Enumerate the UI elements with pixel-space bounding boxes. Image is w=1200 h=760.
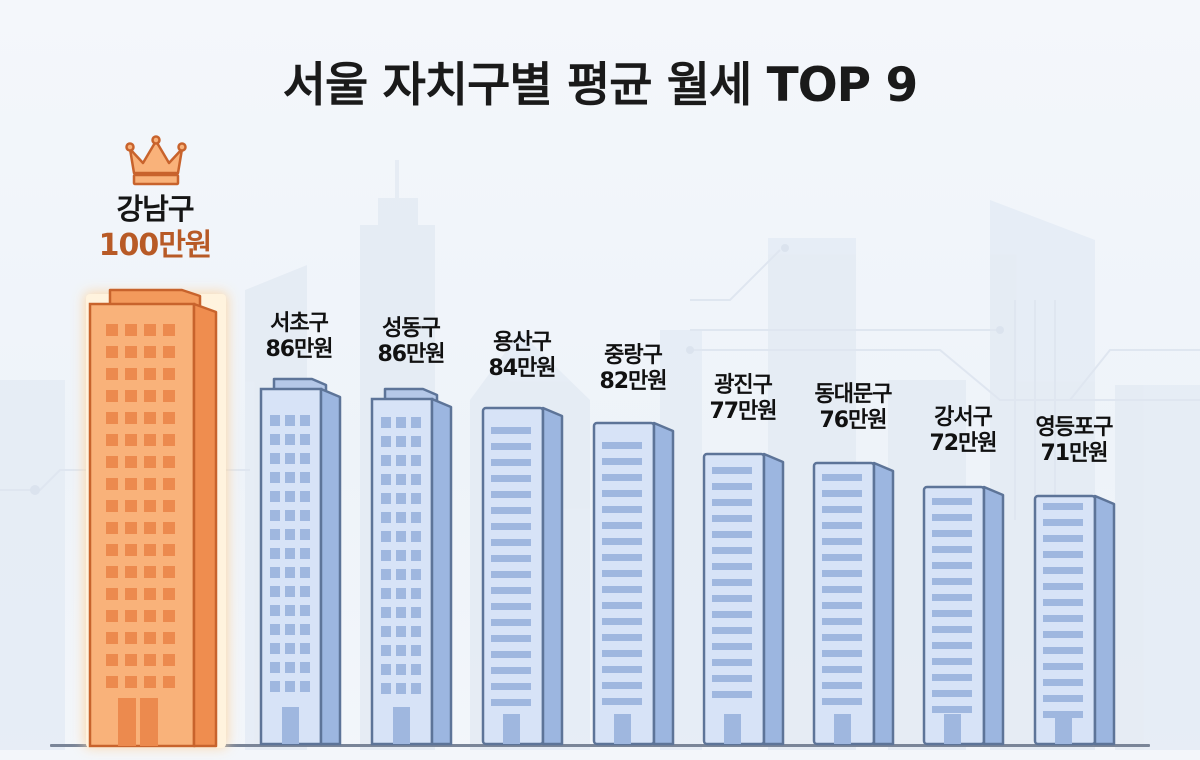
bar-label: 동대문구 76만원	[773, 382, 933, 434]
district-name: 서초구	[270, 311, 329, 336]
district-name: 동대문구	[814, 382, 893, 407]
district-name: 중랑구	[604, 343, 663, 368]
chart-title: 서울 자치구별 평균 월세 TOP 9	[282, 58, 918, 113]
building-bar	[812, 461, 895, 746]
rent-value: 71만원	[1040, 440, 1108, 466]
bar-label: 서초구 86만원	[219, 311, 379, 363]
rent-value: 72만원	[929, 430, 997, 456]
bar-label: 광진구 77만원	[663, 373, 823, 425]
rent-value: 86만원	[265, 336, 333, 362]
rent-value: 76만원	[819, 407, 887, 433]
rent-value: 100만원	[98, 228, 213, 264]
building-bar	[702, 452, 785, 746]
bar-label: 성동구 86만원	[331, 316, 491, 368]
building-bar	[1033, 494, 1116, 746]
rent-value: 86만원	[377, 341, 445, 367]
building-bar	[370, 387, 453, 746]
district-name: 용산구	[493, 330, 552, 355]
rent-value: 82만원	[599, 368, 667, 394]
district-name: 강서구	[934, 405, 993, 430]
building-bar	[259, 377, 342, 746]
district-name: 광진구	[714, 373, 773, 398]
building-bar	[481, 406, 564, 746]
district-name: 성동구	[382, 316, 441, 341]
district-name: 영등포구	[1035, 415, 1114, 440]
district-name: 강남구	[116, 192, 194, 226]
ground-line	[50, 744, 1150, 747]
bar-label: 강서구 72만원	[883, 405, 1043, 457]
rent-value: 77만원	[709, 398, 777, 424]
rent-value: 84만원	[488, 355, 556, 381]
building-bar	[922, 485, 1005, 746]
bar-label: 강남구 100만원	[75, 192, 235, 264]
bar-label: 중랑구 82만원	[553, 343, 713, 395]
building-bar	[84, 288, 228, 748]
bar-label: 영등포구 71만원	[994, 415, 1154, 467]
building-bar	[592, 421, 675, 746]
crown-icon	[125, 135, 187, 186]
bar-label: 용산구 84만원	[442, 330, 602, 382]
